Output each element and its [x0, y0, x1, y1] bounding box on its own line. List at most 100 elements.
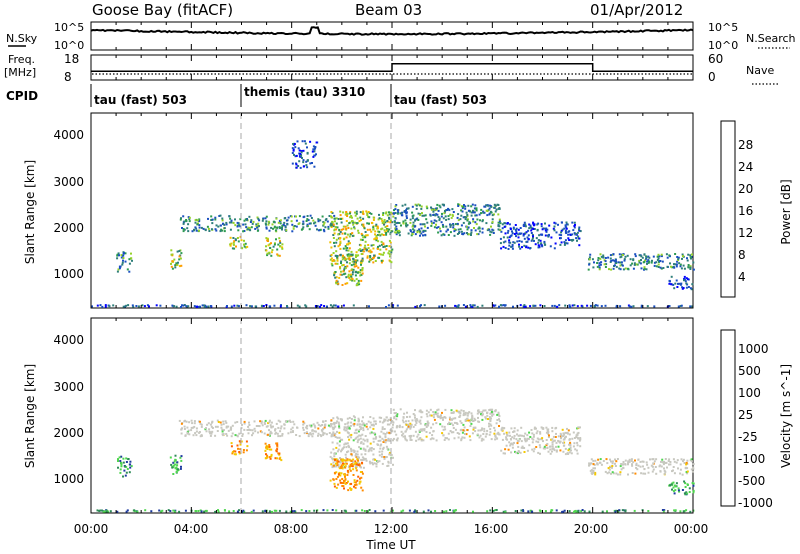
velocity-cell	[216, 430, 219, 432]
power-cell	[362, 210, 365, 213]
power-cell	[647, 255, 650, 258]
velocity-cell	[405, 423, 408, 426]
velocity-cell	[265, 444, 268, 447]
power-ground-cell	[551, 304, 554, 307]
power-cell	[256, 226, 259, 229]
velocity-cell	[444, 408, 447, 411]
velocity-cell	[462, 414, 465, 417]
velocity-cell	[384, 435, 387, 438]
power-cell	[194, 226, 197, 229]
power-cell	[382, 234, 385, 236]
velocity-cell	[331, 457, 334, 460]
power-cell	[121, 261, 124, 264]
velocity-cell	[333, 455, 336, 458]
power-cell	[302, 149, 305, 152]
power-cell	[344, 282, 347, 285]
power-cell	[334, 276, 337, 279]
velocity-cell	[268, 448, 271, 451]
power-cell	[232, 243, 235, 246]
power-cell	[395, 204, 398, 206]
power-cell	[279, 219, 282, 222]
velocity-cell	[125, 461, 128, 463]
power-cell	[341, 256, 344, 259]
power-cell	[463, 232, 466, 235]
velocity-y-tick-1000: 1000	[53, 472, 84, 486]
power-cell	[645, 255, 648, 258]
power-cell	[405, 224, 407, 227]
velocity-cell	[644, 472, 647, 475]
velocity-cell	[335, 486, 338, 489]
velocity-cell	[422, 439, 425, 442]
velocity-cell	[536, 430, 539, 433]
power-ground-cell	[640, 304, 643, 307]
velocity-cell	[634, 459, 636, 462]
power-cell	[276, 226, 279, 229]
velocity-cell	[340, 450, 342, 453]
velocity-cell	[631, 472, 634, 474]
power-cell	[380, 261, 383, 264]
power-cell	[420, 232, 423, 235]
velocity-cbar-tick-neg25: -25	[738, 430, 758, 444]
power-cell	[431, 222, 433, 225]
velocity-cell	[430, 414, 433, 417]
power-cell	[554, 242, 557, 245]
power-cell	[666, 256, 669, 259]
velocity-ground-cell	[449, 509, 451, 511]
velocity-cell	[358, 423, 361, 426]
velocity-cell	[346, 417, 349, 420]
power-cell	[507, 248, 510, 250]
velocity-cell	[455, 422, 458, 424]
velocity-cell	[353, 431, 356, 434]
power-ground-cell	[236, 304, 239, 307]
velocity-cell	[463, 426, 466, 429]
velocity-cell	[533, 427, 536, 430]
power-cell	[117, 252, 120, 255]
power-cell	[544, 234, 547, 237]
power-cell	[315, 153, 317, 156]
power-cell	[345, 276, 348, 279]
velocity-cell	[488, 418, 491, 421]
power-cell	[290, 215, 293, 218]
velocity-cell	[691, 482, 694, 484]
velocity-cell	[398, 424, 401, 427]
power-cell	[481, 227, 484, 230]
velocity-cell	[381, 462, 384, 465]
power-cell	[279, 227, 281, 230]
velocity-cell	[245, 449, 248, 452]
velocity-cell	[352, 415, 355, 418]
power-cell	[466, 232, 468, 234]
power-cell	[461, 207, 464, 210]
velocity-cell	[358, 446, 361, 449]
velocity-cell	[594, 471, 597, 474]
power-cell	[270, 226, 273, 229]
velocity-cell	[686, 470, 689, 473]
power-cell	[214, 228, 217, 231]
velocity-cell	[590, 469, 593, 472]
power-cell	[367, 244, 370, 246]
velocity-cell	[667, 460, 670, 462]
power-cell	[681, 253, 684, 256]
velocity-cell	[498, 418, 500, 421]
velocity-cell	[362, 416, 364, 419]
velocity-cell	[395, 412, 397, 415]
power-cell	[433, 226, 436, 229]
power-cell	[180, 252, 183, 255]
power-cell	[335, 217, 338, 220]
power-ground-cell	[273, 304, 276, 307]
power-cell	[306, 218, 309, 221]
power-cbar-tick-20: 20	[738, 182, 753, 196]
power-cell	[608, 268, 610, 271]
velocity-cell	[410, 425, 412, 428]
power-cell	[182, 222, 185, 225]
power-ground-cell	[534, 304, 537, 307]
power-cell	[378, 244, 381, 247]
velocity-cell	[691, 470, 694, 473]
velocity-cell	[663, 469, 666, 472]
velocity-cell	[576, 427, 579, 430]
power-ground-cell	[604, 304, 607, 307]
power-colorbar-label: Power [dB]	[779, 179, 793, 244]
velocity-cell	[562, 435, 565, 438]
power-cell	[248, 215, 251, 218]
power-cell	[225, 223, 228, 226]
power-cell	[311, 162, 313, 164]
